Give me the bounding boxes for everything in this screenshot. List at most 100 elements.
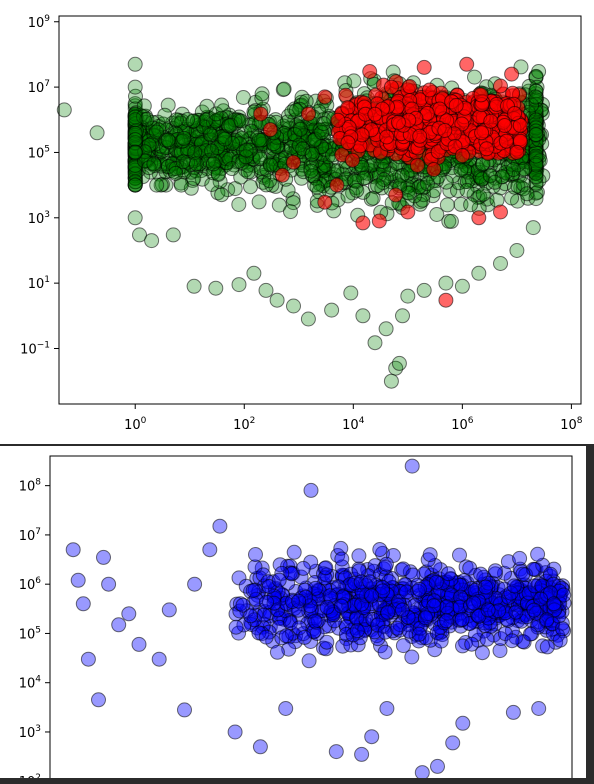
green-point [127, 177, 143, 193]
blue-point [291, 593, 307, 609]
blue-point [411, 581, 427, 597]
green-point [531, 64, 547, 79]
green-point [517, 161, 533, 177]
blue-point [555, 621, 570, 637]
blue-point [354, 746, 370, 762]
green-point [160, 132, 176, 148]
y-tick-label: 107 [19, 527, 41, 544]
blue-point [278, 628, 294, 644]
green-point [127, 132, 143, 148]
blue-point [333, 598, 349, 614]
blue-point [380, 604, 396, 620]
blue-point [539, 612, 555, 628]
blue-point [404, 458, 420, 474]
green-point [303, 157, 319, 173]
red-point [509, 144, 525, 160]
green-point [285, 191, 301, 207]
green-point [168, 112, 184, 128]
blue-point [515, 566, 531, 582]
blue-point [512, 550, 528, 566]
red-point [317, 194, 333, 210]
blue-point [252, 739, 268, 755]
blue-point [303, 482, 319, 498]
green-point [254, 86, 270, 102]
green-point [222, 151, 238, 167]
green-point [266, 136, 282, 152]
red-point [448, 98, 464, 113]
blue-point [433, 633, 449, 649]
green-point [148, 124, 164, 140]
top-plot-frame [58, 15, 582, 405]
green-point [186, 278, 202, 294]
blue-point [278, 701, 294, 716]
blue-point [539, 639, 555, 655]
green-point [528, 127, 544, 142]
red-point [412, 128, 428, 144]
red-point [286, 154, 301, 170]
blue-point [522, 626, 538, 642]
blue-point [440, 566, 456, 582]
green-point [463, 197, 479, 213]
blue-point [91, 692, 106, 708]
green-point [127, 210, 143, 226]
green-point [180, 112, 196, 127]
y-tick-label: 108 [19, 478, 42, 495]
green-point [254, 90, 270, 106]
green-point [304, 146, 320, 162]
green-point [246, 265, 262, 281]
blue-point [379, 701, 395, 716]
green-point [528, 89, 543, 105]
blue-point [455, 715, 471, 731]
red-point [274, 167, 290, 183]
green-point [528, 169, 544, 185]
green-point [168, 165, 184, 181]
green-point [157, 107, 173, 123]
blue-point [426, 598, 442, 614]
green-point [139, 111, 155, 127]
green-point [347, 173, 363, 189]
blue-point [328, 744, 344, 760]
blue-point [378, 556, 394, 572]
green-point [454, 278, 470, 294]
green-point [276, 81, 292, 97]
blue-point [372, 542, 388, 557]
green-point [240, 164, 256, 180]
blue-point [454, 611, 470, 627]
x-tick-label: 106 [451, 416, 474, 433]
green-point [262, 157, 278, 173]
blue-point [466, 595, 482, 611]
red-point [498, 133, 514, 149]
green-point [175, 154, 191, 170]
blue-point [80, 651, 96, 667]
green-point [144, 233, 160, 249]
green-point [127, 144, 143, 160]
green-point [275, 82, 291, 98]
red-point [300, 106, 316, 122]
green-point [127, 56, 143, 72]
blue-point [439, 613, 455, 629]
blue-point [187, 576, 203, 592]
red-point [383, 79, 399, 95]
blue-point [377, 624, 393, 640]
blue-point [504, 633, 520, 649]
blue-point [301, 653, 317, 669]
green-point [314, 124, 330, 140]
green-point [214, 187, 230, 203]
green-point [356, 170, 372, 186]
blue-point [445, 735, 461, 751]
green-point [56, 102, 72, 118]
green-point [208, 106, 224, 122]
blue-point [546, 596, 562, 612]
top-ticks-layer: 100 102 104 106 108 10−1 101 103 105 107 109 [20, 14, 583, 433]
blue-point [414, 765, 430, 778]
red-point [253, 106, 269, 122]
red-point [400, 204, 416, 220]
green-point [467, 69, 482, 85]
green-point [208, 280, 224, 296]
green-point [471, 265, 487, 281]
green-point [376, 172, 392, 187]
top-chart-panel: 100 102 104 106 108 10−1 101 103 105 107 109 [0, 0, 594, 444]
red-point [493, 204, 508, 220]
blue-point [492, 643, 508, 659]
green-point [300, 311, 316, 327]
